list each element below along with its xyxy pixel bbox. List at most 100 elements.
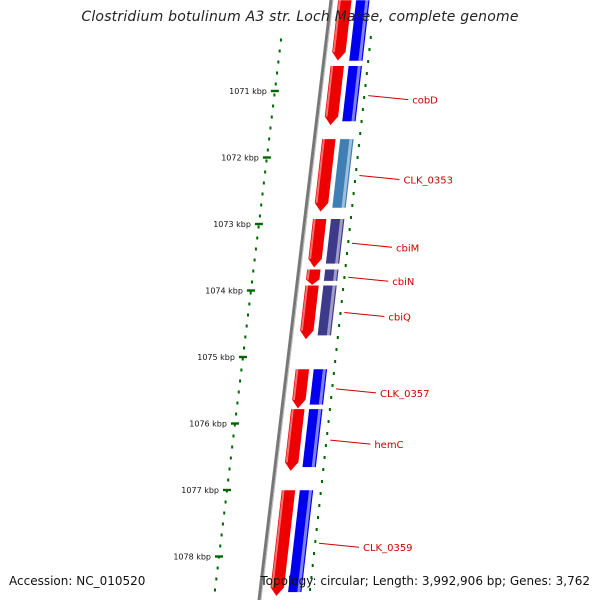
ruler-dot xyxy=(232,434,235,438)
ruler-dot xyxy=(237,390,240,394)
ruler-dot xyxy=(227,478,230,482)
forward-gene-arrow xyxy=(307,218,328,269)
ruler-dot xyxy=(243,346,246,350)
ruler-dot xyxy=(239,379,242,383)
backbone-shadow xyxy=(260,0,334,600)
outer-ring-dot xyxy=(318,504,321,507)
gene-similarity-band-highlight xyxy=(311,408,322,468)
ruler-dot xyxy=(268,137,271,141)
gene-label: CLK_0357 xyxy=(380,389,430,400)
outer-ring-dot xyxy=(365,72,368,75)
gene-label-leader xyxy=(335,388,377,394)
outer-ring-dot xyxy=(328,408,331,411)
ruler-dot xyxy=(264,170,267,174)
outer-ring-dot xyxy=(324,444,327,447)
ruler-dot xyxy=(216,566,219,570)
kbp-tick-mark xyxy=(238,355,247,359)
ruler-dot xyxy=(260,203,263,207)
outer-ring-dot xyxy=(336,336,339,339)
ruler-dot xyxy=(262,181,265,185)
outer-ring-dot xyxy=(316,516,319,519)
forward-gene-arrow xyxy=(270,489,296,597)
kbp-tick-mark xyxy=(262,156,271,159)
outer-ring-dot xyxy=(347,240,350,243)
outer-ring-dot xyxy=(359,132,362,135)
ruler-dot xyxy=(220,533,223,537)
ruler-dot xyxy=(252,269,255,273)
outer-ring-dot xyxy=(310,576,313,579)
outer-ring-dot xyxy=(334,360,337,363)
outer-ring-dot xyxy=(311,564,314,567)
outer-ring-dot xyxy=(348,228,351,231)
ruler-dot xyxy=(235,412,238,416)
forward-gene-arrow-highlight xyxy=(309,218,316,260)
kbp-tick-label: 1073 kbp xyxy=(213,220,251,229)
forward-gene-arrow xyxy=(314,138,337,213)
accession-label: Accession: NC_010520 xyxy=(9,574,146,588)
forward-gene-arrow xyxy=(305,268,322,286)
gene-similarity-band-highlight xyxy=(297,489,313,593)
outer-ring-dot xyxy=(346,252,349,255)
ruler-dot xyxy=(273,93,276,97)
ruler-dot xyxy=(223,511,226,515)
ruler-dot xyxy=(274,82,277,86)
kbp-tick-label: 1077 kbp xyxy=(181,486,219,495)
outer-ring-dot xyxy=(361,108,364,111)
ruler-dot xyxy=(253,258,256,262)
forward-gene-arrow-highlight xyxy=(271,489,285,588)
outer-ring-dot xyxy=(369,36,372,39)
gene-label-leader xyxy=(344,311,385,317)
ruler-dot xyxy=(219,544,222,548)
outer-ring-dot xyxy=(367,60,370,63)
ruler-dot xyxy=(258,214,261,218)
ruler-dot xyxy=(240,368,243,372)
outer-ring-dot xyxy=(356,156,359,159)
gene-label: cbiQ xyxy=(388,312,411,323)
gene-similarity-band-highlight xyxy=(326,285,336,336)
outer-ring-dot xyxy=(351,204,354,207)
ruler-dot xyxy=(228,467,231,471)
kbp-tick-label: 1078 kbp xyxy=(173,553,211,562)
forward-gene-arrow xyxy=(331,0,353,62)
outer-ring-dot xyxy=(352,192,355,195)
ruler-dot xyxy=(265,159,268,163)
ruler-dot xyxy=(214,588,216,592)
ruler-dot xyxy=(247,313,249,317)
forward-gene-arrow-highlight xyxy=(325,65,334,117)
gene-label: cobD xyxy=(412,96,438,107)
forward-gene-arrow-highlight xyxy=(300,285,309,331)
outer-ring-dot xyxy=(320,480,323,483)
gene-label: cbiN xyxy=(392,277,414,288)
ruler-dot xyxy=(245,324,248,328)
ruler-dot xyxy=(215,577,218,581)
ruler-dot xyxy=(270,115,273,119)
outer-ring-dot xyxy=(330,396,333,399)
outer-ring-dot xyxy=(339,312,342,315)
ruler-dot xyxy=(256,236,259,240)
ruler-dot xyxy=(261,192,264,196)
ruler-dot xyxy=(254,247,257,251)
outer-ring-dot xyxy=(309,588,312,591)
outer-ring-dot xyxy=(322,468,325,471)
outer-ring-dot xyxy=(363,96,366,99)
ruler-dot xyxy=(248,302,251,306)
kbp-tick-mark xyxy=(270,89,279,93)
outer-ring-dot xyxy=(319,492,322,495)
outer-ring-dot xyxy=(313,552,316,555)
ruler-dot xyxy=(224,500,227,504)
ruler-dot xyxy=(231,445,234,449)
gene-similarity-band-highlight xyxy=(318,368,326,406)
forward-gene-arrow-highlight xyxy=(306,269,310,280)
outer-ring-dot xyxy=(344,264,347,267)
outer-ring-dot xyxy=(360,120,363,123)
gene-label: hemC xyxy=(374,440,403,451)
outer-ring-dot xyxy=(315,528,318,531)
kbp-tick-label: 1072 kbp xyxy=(221,154,259,163)
ruler-dot xyxy=(244,335,247,339)
gene-similarity-band-highlight xyxy=(351,65,361,122)
map-title: Clostridium botulinum A3 str. Loch Maree… xyxy=(81,9,519,25)
gene-similarity-band-highlight xyxy=(335,218,344,265)
ruler-dot xyxy=(266,148,269,152)
ruler-dot xyxy=(257,225,260,229)
outer-ring-dot xyxy=(353,180,356,183)
